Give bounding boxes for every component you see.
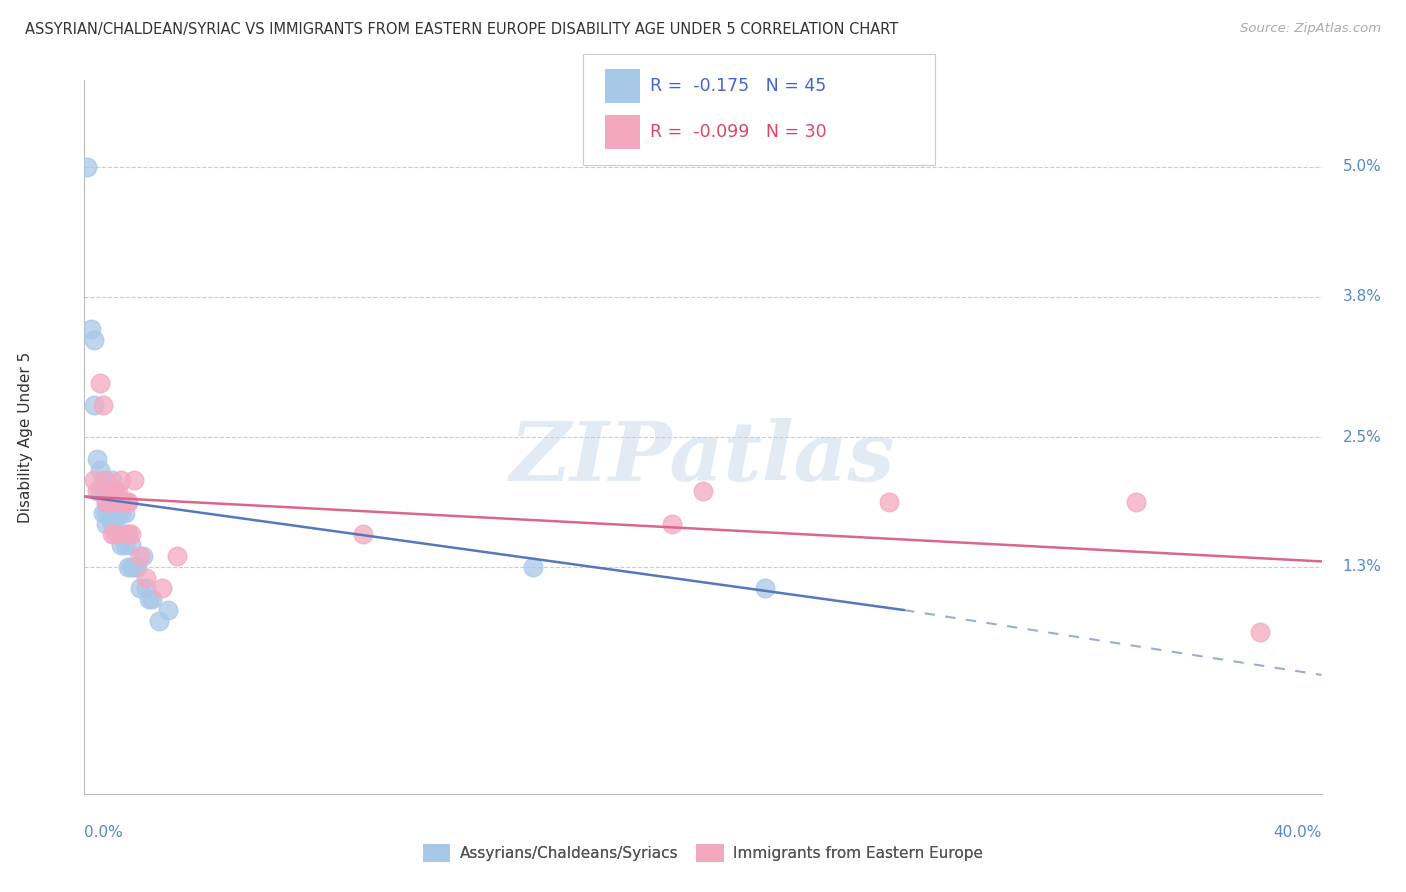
Point [129, 582, 152, 596]
Text: 3.8%: 3.8% [1343, 289, 1382, 304]
Point [107, 484, 129, 499]
Point [94, 516, 117, 531]
Point [122, 473, 145, 487]
Point [110, 538, 132, 552]
Point [91, 484, 114, 499]
Point [98, 506, 121, 520]
Point [83, 333, 105, 347]
Text: 40.0%: 40.0% [1274, 825, 1322, 840]
Point [754, 582, 776, 596]
Point [104, 516, 127, 531]
Point [101, 527, 124, 541]
Point [522, 559, 544, 574]
Text: 5.0%: 5.0% [1343, 160, 1382, 174]
Point [89, 376, 111, 390]
Point [101, 484, 124, 499]
Point [94, 495, 117, 509]
Point [150, 582, 173, 596]
Point [110, 473, 132, 487]
Point [98, 484, 121, 499]
Point [83, 473, 105, 487]
Point [91, 484, 114, 499]
Point [86, 451, 108, 466]
Point [117, 559, 139, 574]
Legend: Assyrians/Chaldeans/Syriacs, Immigrants from Eastern Europe: Assyrians/Chaldeans/Syriacs, Immigrants … [416, 838, 990, 868]
Text: ASSYRIAN/CHALDEAN/SYRIAC VS IMMIGRANTS FROM EASTERN EUROPE DISABILITY AGE UNDER : ASSYRIAN/CHALDEAN/SYRIAC VS IMMIGRANTS F… [25, 22, 898, 37]
Point [91, 473, 114, 487]
Text: Source: ZipAtlas.com: Source: ZipAtlas.com [1240, 22, 1381, 36]
Text: Disability Age Under 5: Disability Age Under 5 [18, 351, 32, 523]
Point [114, 538, 136, 552]
Point [89, 462, 111, 476]
Point [120, 559, 142, 574]
Point [86, 484, 108, 499]
Point [104, 484, 127, 499]
Point [94, 506, 117, 520]
Point [138, 592, 160, 607]
Point [89, 484, 111, 499]
Point [141, 592, 163, 607]
Point [114, 495, 136, 509]
Point [661, 516, 683, 531]
Point [117, 527, 139, 541]
Point [94, 484, 117, 499]
Point [79, 322, 101, 336]
Point [98, 495, 121, 509]
Text: R =  -0.175   N = 45: R = -0.175 N = 45 [650, 77, 825, 95]
Point [107, 495, 129, 509]
Point [101, 473, 124, 487]
Point [91, 398, 114, 412]
Point [148, 614, 170, 628]
Point [117, 527, 139, 541]
Point [107, 506, 129, 520]
Point [107, 527, 129, 541]
Point [352, 527, 374, 541]
Point [101, 495, 124, 509]
Point [117, 495, 139, 509]
Point [135, 571, 157, 585]
Point [91, 506, 114, 520]
Point [129, 549, 152, 563]
Point [94, 495, 117, 509]
Point [101, 516, 124, 531]
Point [120, 538, 142, 552]
Point [1249, 624, 1271, 639]
Point [120, 527, 142, 541]
Point [877, 495, 900, 509]
Point [94, 473, 117, 487]
Text: ZIPatlas: ZIPatlas [510, 418, 896, 499]
Point [117, 495, 139, 509]
Point [114, 506, 136, 520]
Point [110, 506, 132, 520]
Point [692, 484, 714, 499]
Text: 1.3%: 1.3% [1343, 559, 1382, 574]
Point [104, 506, 127, 520]
Point [104, 527, 127, 541]
Text: R =  -0.099   N = 30: R = -0.099 N = 30 [650, 123, 827, 141]
Point [83, 398, 105, 412]
Point [1125, 495, 1147, 509]
Point [104, 484, 127, 499]
Point [110, 495, 132, 509]
Point [135, 582, 157, 596]
Point [122, 559, 145, 574]
Point [132, 549, 155, 563]
Point [166, 549, 188, 563]
Point [76, 160, 98, 174]
Point [125, 559, 148, 574]
Point [156, 603, 179, 617]
Text: 2.5%: 2.5% [1343, 430, 1382, 444]
Text: 0.0%: 0.0% [84, 825, 124, 840]
